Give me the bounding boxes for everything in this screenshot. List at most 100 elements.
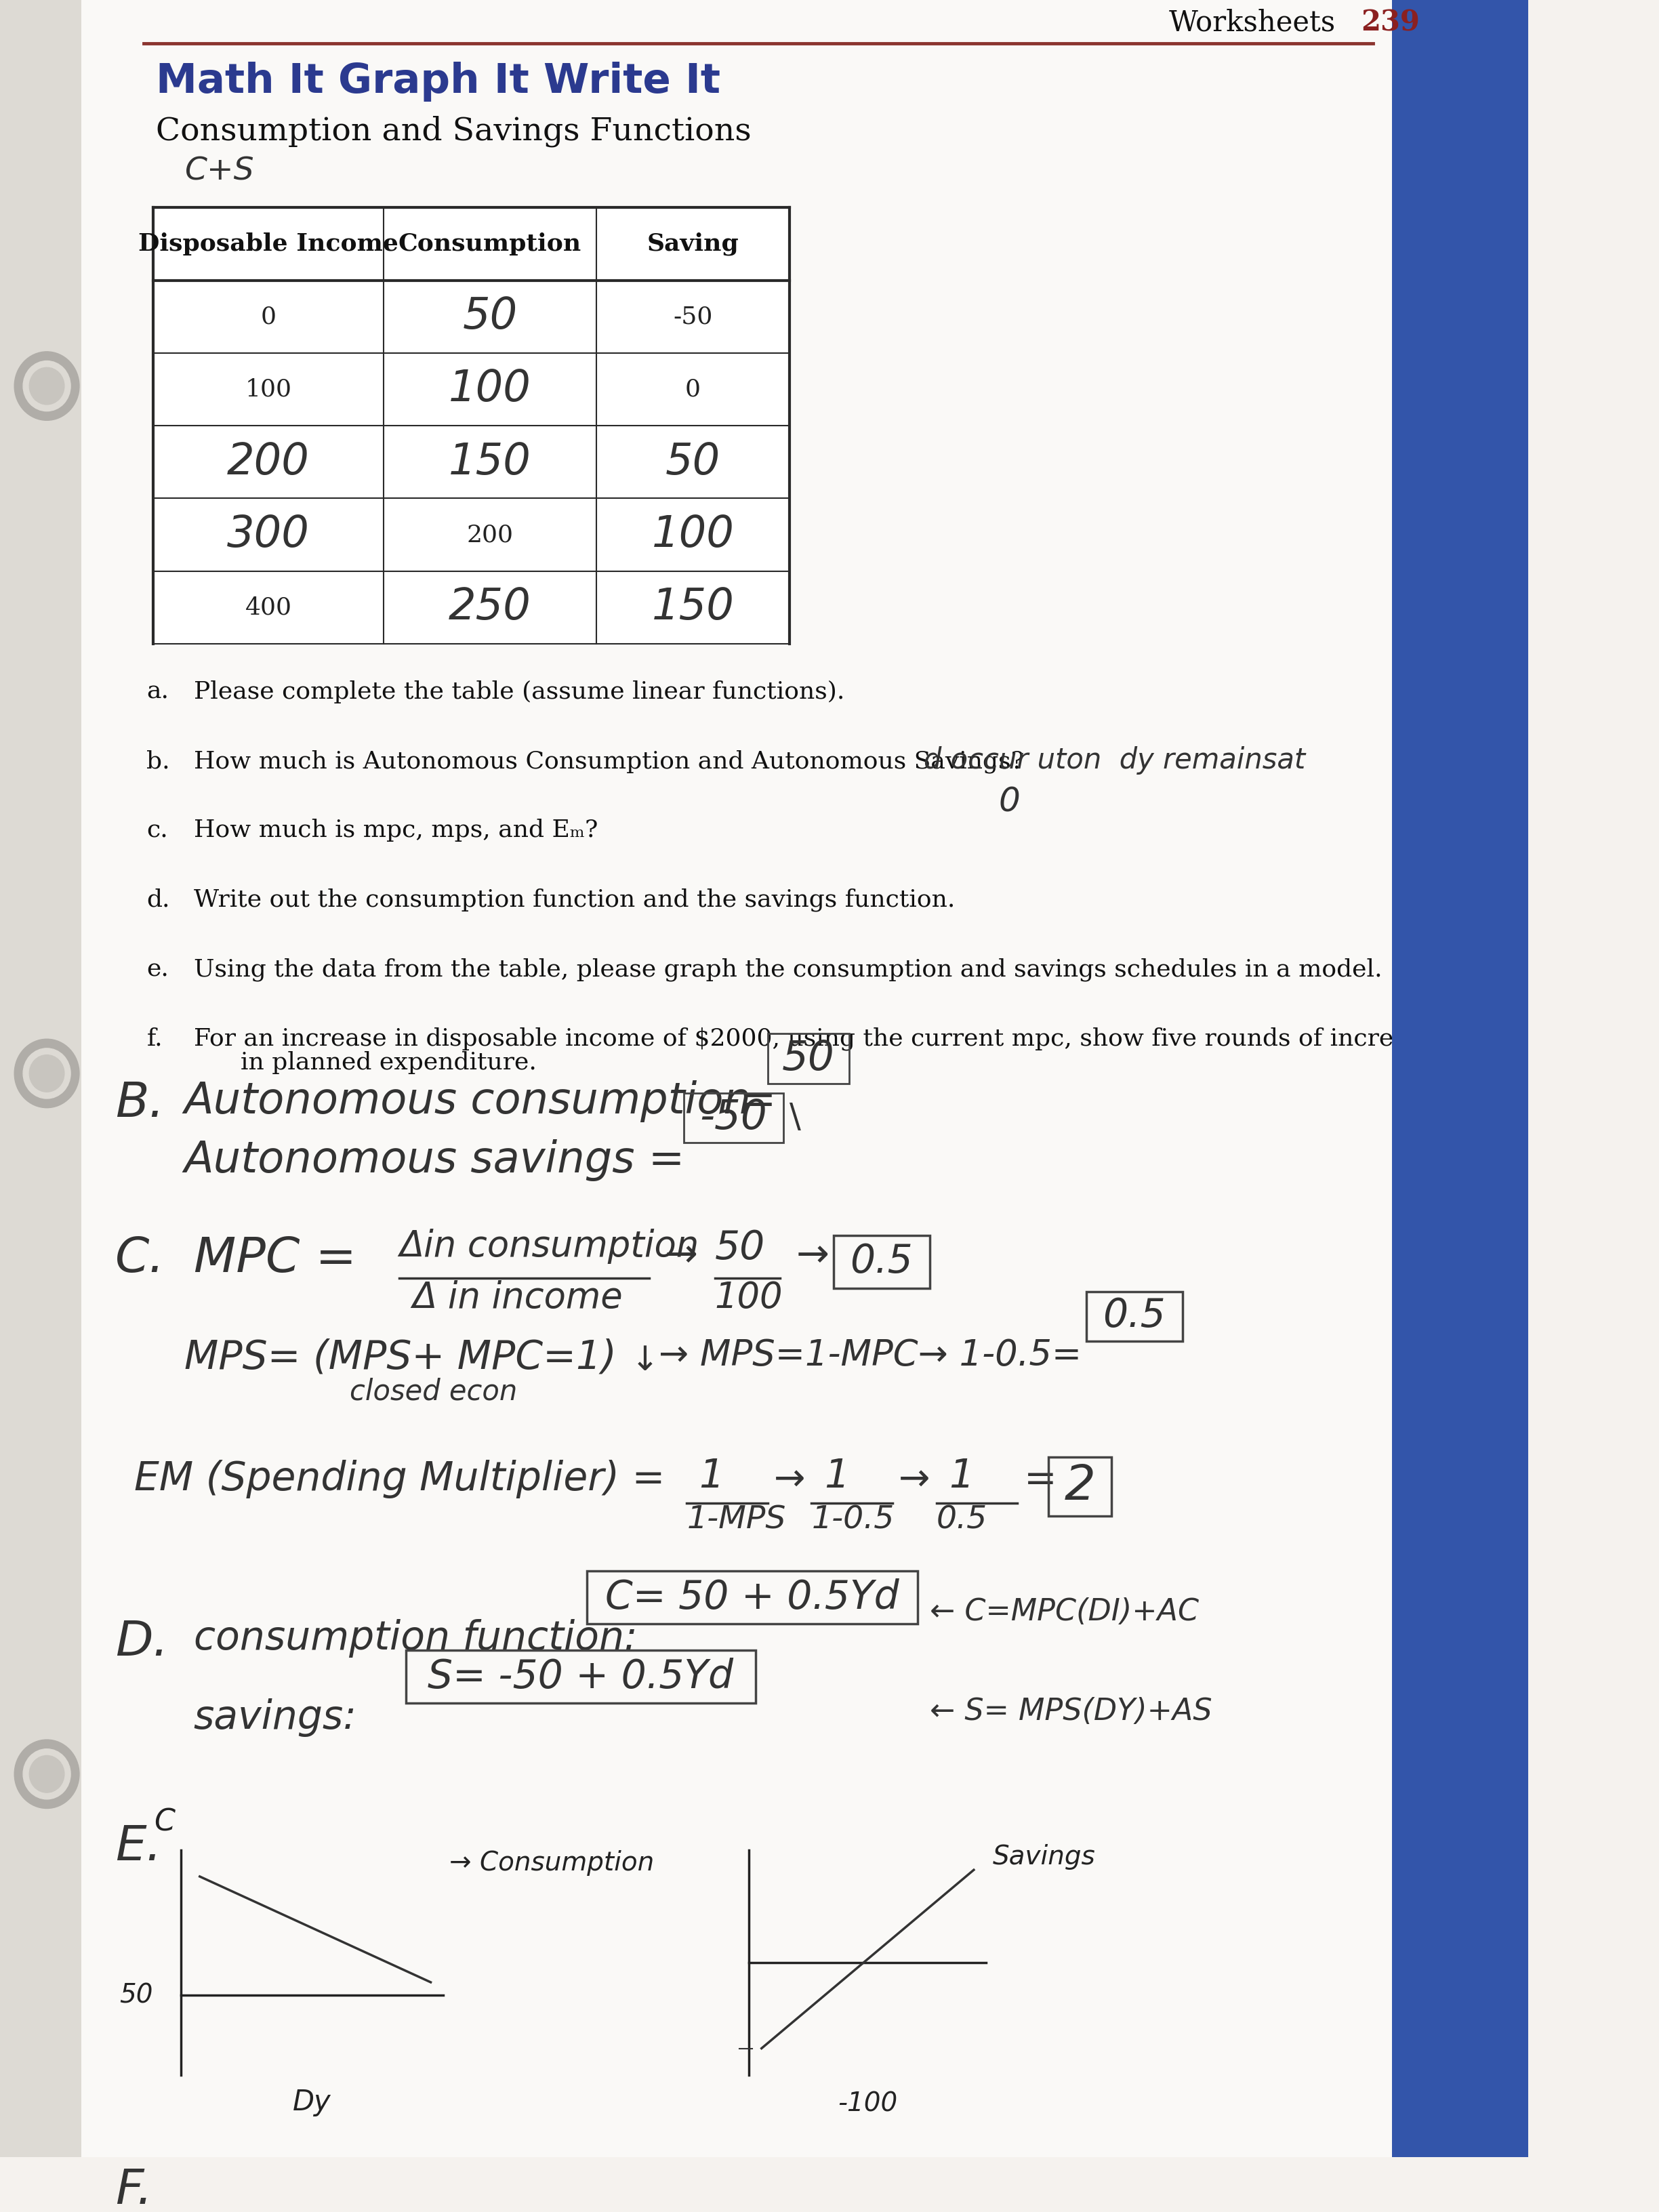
Text: 0.5: 0.5 bbox=[1103, 1296, 1166, 1336]
Text: Write out the consumption function and the savings function.: Write out the consumption function and t… bbox=[194, 889, 956, 911]
Text: 50: 50 bbox=[715, 1228, 765, 1267]
Text: E.: E. bbox=[116, 1823, 163, 1871]
Circle shape bbox=[30, 1756, 65, 1792]
Text: ← S= MPS(DY)+AS: ← S= MPS(DY)+AS bbox=[931, 1697, 1213, 1725]
Text: 50: 50 bbox=[463, 296, 518, 338]
Text: 50: 50 bbox=[665, 440, 720, 482]
Circle shape bbox=[15, 352, 80, 420]
Text: 0.5: 0.5 bbox=[849, 1243, 912, 1281]
Bar bbox=[153, 208, 790, 644]
Text: savings:: savings: bbox=[194, 1699, 357, 1736]
Circle shape bbox=[23, 361, 71, 411]
Text: 0: 0 bbox=[260, 305, 275, 327]
Text: →: → bbox=[775, 1462, 806, 1498]
Text: MPS= (MPS+ MPC=1): MPS= (MPS+ MPC=1) bbox=[184, 1338, 617, 1376]
Text: 200: 200 bbox=[466, 524, 513, 546]
Text: Autonomous consumption: Autonomous consumption bbox=[184, 1079, 752, 1121]
Text: a.: a. bbox=[146, 679, 169, 703]
Text: ↓: ↓ bbox=[630, 1345, 659, 1376]
Circle shape bbox=[30, 1055, 65, 1093]
Text: →: → bbox=[665, 1237, 698, 1274]
Text: Consumption and Savings Functions: Consumption and Savings Functions bbox=[156, 115, 752, 148]
Text: -50: -50 bbox=[674, 305, 713, 327]
Text: 50: 50 bbox=[119, 1982, 153, 2008]
Text: 0.5: 0.5 bbox=[936, 1504, 987, 1535]
Bar bbox=[684, 1093, 783, 1144]
Text: B.: B. bbox=[116, 1079, 164, 1126]
Text: 1: 1 bbox=[949, 1458, 974, 1495]
Text: in planned expenditure.: in planned expenditure. bbox=[194, 1051, 536, 1075]
Text: 150: 150 bbox=[448, 440, 531, 482]
Text: 100: 100 bbox=[448, 369, 531, 409]
Bar bbox=[833, 1234, 931, 1287]
Text: ← C=MPC(DI)+AC: ← C=MPC(DI)+AC bbox=[931, 1597, 1199, 1626]
Text: MPC =: MPC = bbox=[194, 1234, 357, 1283]
Text: =: = bbox=[740, 1079, 776, 1121]
Text: Savings: Savings bbox=[992, 1845, 1095, 1869]
Text: 100: 100 bbox=[715, 1281, 783, 1316]
Text: Consumption: Consumption bbox=[398, 232, 582, 254]
Text: Δ in income: Δ in income bbox=[411, 1281, 622, 1316]
Text: 100: 100 bbox=[246, 378, 292, 400]
Text: 1-MPS: 1-MPS bbox=[687, 1504, 786, 1535]
Text: How much is mpc, mps, and Eₘ?: How much is mpc, mps, and Eₘ? bbox=[194, 818, 597, 843]
Text: D.: D. bbox=[116, 1619, 169, 1666]
Text: Dy: Dy bbox=[294, 2088, 332, 2117]
Text: e.: e. bbox=[146, 958, 169, 980]
Text: EM (Spending Multiplier) =: EM (Spending Multiplier) = bbox=[134, 1460, 665, 1500]
Bar bbox=[587, 1571, 917, 1624]
Text: 300: 300 bbox=[227, 513, 310, 555]
Text: 250: 250 bbox=[448, 586, 531, 628]
Text: Δin consumption: Δin consumption bbox=[400, 1228, 698, 1263]
Text: S= -50 + 0.5Yd: S= -50 + 0.5Yd bbox=[428, 1657, 733, 1697]
Text: 239: 239 bbox=[1360, 9, 1420, 38]
Bar bbox=[1392, 0, 1528, 2157]
Text: 0: 0 bbox=[685, 378, 700, 400]
Text: -100: -100 bbox=[838, 2090, 898, 2117]
Text: 1: 1 bbox=[825, 1458, 849, 1495]
Text: c.: c. bbox=[146, 818, 168, 843]
Text: C+S: C+S bbox=[184, 155, 254, 186]
Text: →: → bbox=[796, 1237, 830, 1274]
Text: C.: C. bbox=[116, 1234, 166, 1283]
Text: Using the data from the table, please graph the consumption and savings schedule: Using the data from the table, please gr… bbox=[194, 958, 1382, 982]
Text: d occur uton  dy remainsat: d occur uton dy remainsat bbox=[924, 745, 1306, 774]
Circle shape bbox=[23, 1750, 71, 1798]
Bar bbox=[768, 1033, 849, 1084]
Text: Saving: Saving bbox=[647, 232, 738, 257]
Text: Worksheets: Worksheets bbox=[1170, 9, 1335, 38]
Text: 1: 1 bbox=[698, 1458, 725, 1495]
Text: How much is Autonomous Consumption and Autonomous Savings?: How much is Autonomous Consumption and A… bbox=[194, 750, 1024, 772]
Text: 100: 100 bbox=[652, 513, 735, 555]
Text: closed econ: closed econ bbox=[350, 1378, 518, 1407]
Text: → MPS=1-MPC→ 1-0.5=: → MPS=1-MPC→ 1-0.5= bbox=[659, 1338, 1082, 1374]
Text: d.: d. bbox=[146, 889, 171, 911]
Text: 50: 50 bbox=[781, 1040, 834, 1079]
Text: 2: 2 bbox=[1065, 1462, 1095, 1511]
Text: 1-0.5: 1-0.5 bbox=[811, 1504, 894, 1535]
Circle shape bbox=[23, 1048, 71, 1099]
Text: -50: -50 bbox=[700, 1097, 766, 1137]
Text: =: = bbox=[1024, 1460, 1057, 1500]
Text: Disposable Income: Disposable Income bbox=[138, 232, 398, 254]
Bar bbox=[81, 0, 1392, 2157]
Text: b.: b. bbox=[146, 750, 171, 772]
Text: 400: 400 bbox=[246, 595, 292, 619]
Text: C= 50 + 0.5Yd: C= 50 + 0.5Yd bbox=[606, 1577, 899, 1617]
Text: 150: 150 bbox=[652, 586, 735, 628]
Bar bbox=[1087, 1292, 1183, 1340]
Text: f.: f. bbox=[146, 1026, 163, 1051]
Circle shape bbox=[30, 367, 65, 405]
Text: consumption function:: consumption function: bbox=[194, 1619, 637, 1657]
Circle shape bbox=[15, 1739, 80, 1809]
Text: Please complete the table (assume linear functions).: Please complete the table (assume linear… bbox=[194, 679, 844, 703]
Text: Math It Graph It Write It: Math It Graph It Write It bbox=[156, 62, 720, 102]
Text: → Consumption: → Consumption bbox=[450, 1851, 654, 1876]
Bar bbox=[1048, 1458, 1112, 1515]
Text: Autonomous savings =: Autonomous savings = bbox=[184, 1139, 685, 1181]
Text: C: C bbox=[154, 1807, 174, 1836]
Circle shape bbox=[15, 1040, 80, 1108]
Text: F.: F. bbox=[116, 2168, 153, 2212]
Text: →: → bbox=[899, 1462, 931, 1498]
Text: \: \ bbox=[790, 1102, 801, 1135]
